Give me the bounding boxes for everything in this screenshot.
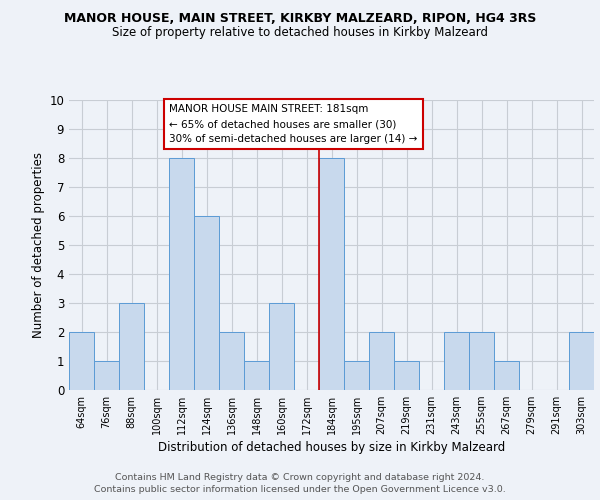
Bar — [569, 332, 594, 390]
Bar — [94, 361, 119, 390]
Bar — [394, 361, 419, 390]
Bar — [219, 332, 244, 390]
Bar — [319, 158, 344, 390]
Text: Contains HM Land Registry data © Crown copyright and database right 2024.
Contai: Contains HM Land Registry data © Crown c… — [94, 472, 506, 494]
Bar — [244, 361, 269, 390]
Bar — [194, 216, 219, 390]
Y-axis label: Number of detached properties: Number of detached properties — [32, 152, 45, 338]
Bar — [444, 332, 469, 390]
Bar — [469, 332, 494, 390]
Bar — [169, 158, 194, 390]
Bar — [69, 332, 94, 390]
Bar — [344, 361, 369, 390]
Text: MANOR HOUSE MAIN STREET: 181sqm
← 65% of detached houses are smaller (30)
30% of: MANOR HOUSE MAIN STREET: 181sqm ← 65% of… — [169, 104, 418, 144]
Bar — [119, 303, 144, 390]
X-axis label: Distribution of detached houses by size in Kirkby Malzeard: Distribution of detached houses by size … — [158, 442, 505, 454]
Text: Size of property relative to detached houses in Kirkby Malzeard: Size of property relative to detached ho… — [112, 26, 488, 39]
Bar — [269, 303, 294, 390]
Bar — [494, 361, 519, 390]
Text: MANOR HOUSE, MAIN STREET, KIRKBY MALZEARD, RIPON, HG4 3RS: MANOR HOUSE, MAIN STREET, KIRKBY MALZEAR… — [64, 12, 536, 26]
Bar — [369, 332, 394, 390]
